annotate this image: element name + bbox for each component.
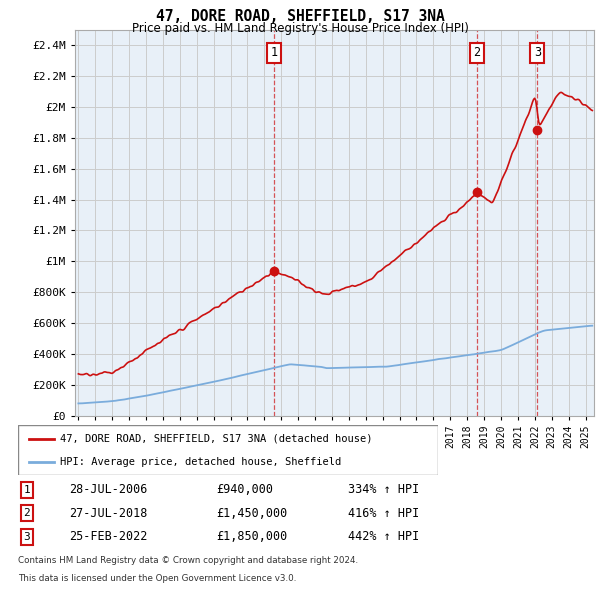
- Text: 2: 2: [473, 46, 481, 59]
- Text: 416% ↑ HPI: 416% ↑ HPI: [348, 507, 419, 520]
- Text: 47, DORE ROAD, SHEFFIELD, S17 3NA (detached house): 47, DORE ROAD, SHEFFIELD, S17 3NA (detac…: [60, 434, 373, 444]
- Text: 25-FEB-2022: 25-FEB-2022: [69, 530, 148, 543]
- Text: 334% ↑ HPI: 334% ↑ HPI: [348, 483, 419, 496]
- Text: 1: 1: [23, 485, 31, 494]
- Text: 442% ↑ HPI: 442% ↑ HPI: [348, 530, 419, 543]
- Text: 47, DORE ROAD, SHEFFIELD, S17 3NA: 47, DORE ROAD, SHEFFIELD, S17 3NA: [155, 9, 445, 24]
- Text: Contains HM Land Registry data © Crown copyright and database right 2024.: Contains HM Land Registry data © Crown c…: [18, 556, 358, 565]
- FancyBboxPatch shape: [18, 425, 438, 475]
- Text: £940,000: £940,000: [216, 483, 273, 496]
- Text: 3: 3: [534, 46, 541, 59]
- Text: Price paid vs. HM Land Registry's House Price Index (HPI): Price paid vs. HM Land Registry's House …: [131, 22, 469, 35]
- Text: This data is licensed under the Open Government Licence v3.0.: This data is licensed under the Open Gov…: [18, 574, 296, 583]
- Text: HPI: Average price, detached house, Sheffield: HPI: Average price, detached house, Shef…: [60, 457, 341, 467]
- Text: £1,450,000: £1,450,000: [216, 507, 287, 520]
- Text: 27-JUL-2018: 27-JUL-2018: [69, 507, 148, 520]
- Text: 1: 1: [271, 46, 278, 59]
- Text: £1,850,000: £1,850,000: [216, 530, 287, 543]
- Text: 3: 3: [23, 532, 31, 542]
- Text: 28-JUL-2006: 28-JUL-2006: [69, 483, 148, 496]
- Text: 2: 2: [23, 509, 31, 518]
